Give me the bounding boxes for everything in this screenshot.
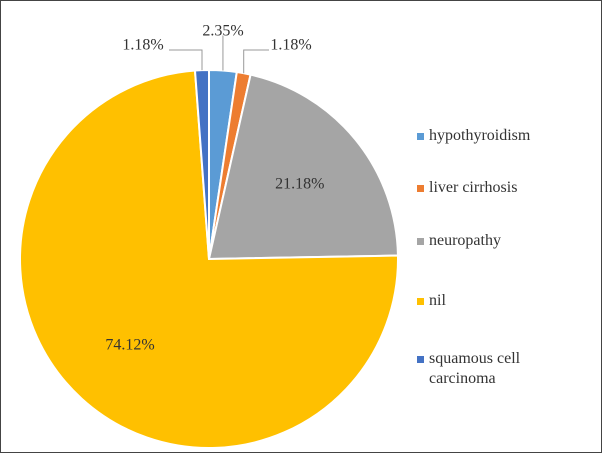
legend-label: neuropathy — [429, 232, 501, 249]
legend-item: hypothyroidism — [417, 126, 577, 146]
data-label: 1.18% — [122, 37, 163, 54]
data-label: 1.18% — [270, 37, 311, 54]
legend-item: liver cirrhosis — [417, 178, 577, 198]
legend-label: hypothyroidism — [429, 127, 531, 144]
legend-label: nil — [429, 292, 446, 309]
legend-label: liver cirrhosis — [429, 179, 518, 196]
data-label: 21.18% — [275, 176, 324, 193]
leader-line — [243, 49, 269, 74]
pie-slice — [207, 73, 399, 261]
data-label: 74.12% — [105, 336, 154, 353]
legend-swatch — [417, 356, 424, 363]
legend-item: nil — [417, 291, 577, 311]
legend-swatch — [417, 298, 424, 305]
legend-swatch — [417, 133, 424, 140]
leader-line — [169, 49, 203, 71]
legend-item: squamous cell carcinoma — [417, 349, 577, 389]
legend-item: neuropathy — [417, 231, 577, 251]
legend-swatch — [417, 185, 424, 192]
legend-swatch — [417, 238, 424, 245]
legend-label: squamous cell carcinoma — [429, 350, 521, 387]
data-label: 2.35% — [202, 23, 243, 40]
pie-slice — [19, 69, 399, 449]
